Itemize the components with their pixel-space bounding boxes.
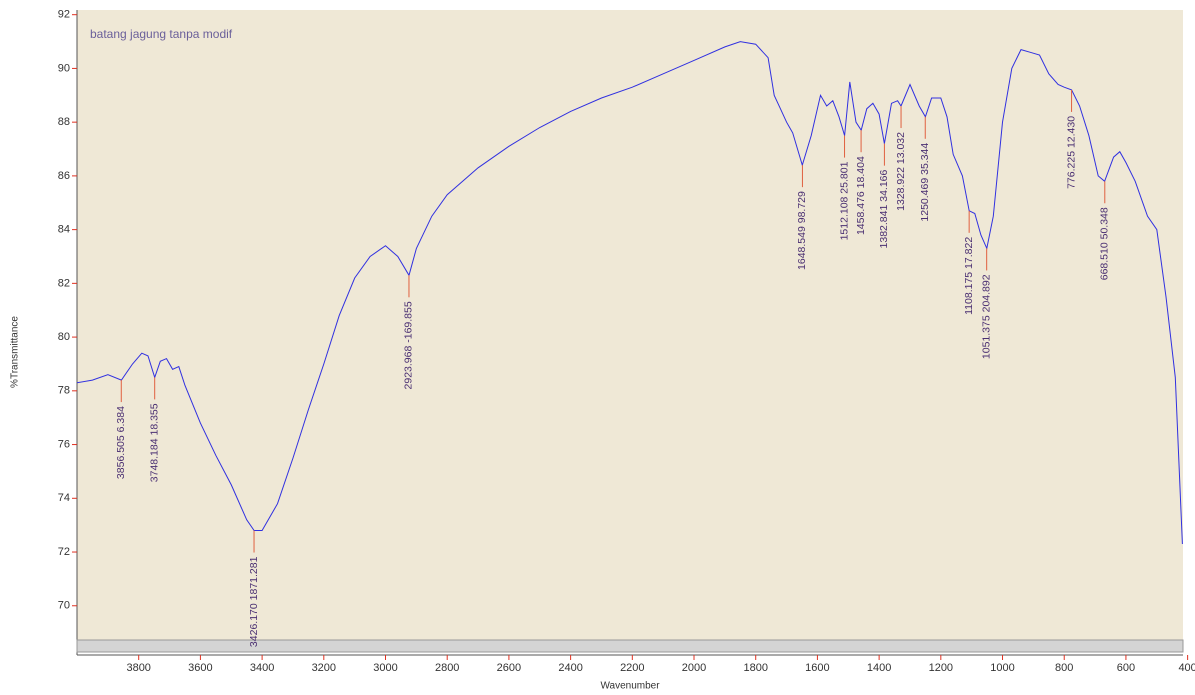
y-tick-label: 70 [58,600,70,612]
peak-label: 1648.549 98.729 [796,191,808,270]
peak-label: 1382.841 34.166 [878,169,890,248]
y-tick-label: 90 [58,62,70,74]
peak-label: 2923.968 -169.855 [403,301,415,389]
y-tick-label: 88 [58,116,70,128]
peak-label: 776.225 12.430 [1065,116,1077,189]
peak-label: 1512.108 25.801 [838,161,850,240]
scrollbar[interactable] [76,639,1184,653]
peak-label: 3856.505 6.384 [115,406,127,479]
x-tick-label: 1000 [990,662,1014,674]
x-tick-label: 400 [1178,662,1195,674]
x-tick-label: 800 [1055,662,1073,674]
x-tick-label: 3200 [312,662,336,674]
y-tick-label: 78 [58,385,70,397]
x-tick-label: 1600 [805,662,829,674]
y-tick-label: 82 [58,277,70,289]
peak-label: 3748.184 18.355 [148,403,160,482]
x-tick-label: 3000 [373,662,397,674]
y-tick-label: 76 [58,438,70,450]
x-tick-label: 1400 [867,662,891,674]
spectrum-line [77,41,1183,545]
x-tick-label: 2400 [558,662,582,674]
peak-label: 1458.476 18.404 [855,156,867,235]
y-tick-label: 86 [58,170,70,182]
x-tick-label: 2800 [435,662,459,674]
peak-label: 3426.170 1871.281 [248,556,260,647]
x-tick-label: 2000 [682,662,706,674]
peak-label: 1051.375 204.892 [980,274,992,359]
y-axis-label: %Transmittance [10,316,21,388]
x-tick-label: 2200 [620,662,644,674]
y-tick-label: 84 [58,224,70,236]
x-axis-label: Wavenumber [600,681,660,692]
x-tick-label: 2600 [497,662,521,674]
chart-title: batang jagung tanpa modif [90,27,233,41]
peak-label: 1250.469 35.344 [919,143,931,222]
y-tick-label: 80 [58,331,70,343]
x-tick-label: 1200 [929,662,953,674]
plot-background [77,10,1183,640]
x-tick-label: 1800 [743,662,767,674]
x-tick-label: 3800 [126,662,150,674]
y-tick-label: 74 [58,492,70,504]
peak-label: 668.510 50.348 [1099,207,1111,280]
peak-label: 1108.175 17.822 [963,237,975,315]
y-tick-label: 72 [58,546,70,558]
x-tick-label: 600 [1117,662,1135,674]
plot-area [77,41,1183,545]
x-tick-label: 3400 [250,662,274,674]
x-tick-label: 3600 [188,662,212,674]
y-tick-label: 92 [58,9,70,21]
peak-label: 1328.922 13.032 [895,132,907,211]
